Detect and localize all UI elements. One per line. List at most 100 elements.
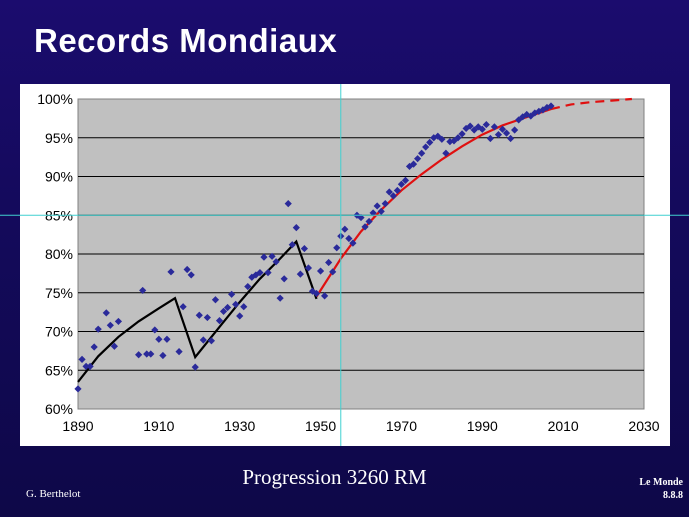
record-point — [349, 239, 357, 247]
record-point — [494, 131, 503, 139]
record-point — [236, 312, 244, 320]
record-point — [397, 180, 406, 188]
record-point — [438, 135, 446, 143]
record-point — [401, 176, 410, 184]
x-tick-label: 2010 — [548, 418, 579, 434]
record-point — [385, 188, 393, 196]
record-point — [244, 282, 252, 291]
record-point — [163, 335, 171, 343]
record-point — [478, 125, 486, 133]
record-point — [159, 351, 167, 360]
y-tick-label: 80% — [45, 246, 73, 262]
y-tick-label: 100% — [37, 91, 73, 107]
record-point — [284, 200, 292, 208]
record-point — [490, 123, 499, 131]
record-point — [187, 271, 195, 279]
record-point — [341, 225, 349, 233]
chart-caption: Progression 3260 RM — [242, 465, 427, 489]
record-point — [304, 264, 313, 272]
record-point — [272, 258, 280, 266]
modern-fit-curve — [315, 108, 552, 298]
record-point — [482, 120, 490, 129]
record-point — [147, 350, 155, 358]
record-point — [462, 124, 470, 133]
record-point — [369, 209, 377, 217]
record-point — [228, 290, 236, 298]
record-point — [333, 244, 341, 252]
record-point — [381, 200, 389, 208]
record-point — [151, 326, 159, 334]
record-point — [143, 350, 151, 358]
record-point — [442, 149, 450, 157]
record-point — [539, 106, 547, 114]
record-point — [531, 109, 539, 117]
y-tick-label: 75% — [45, 285, 73, 301]
y-tick-label: 60% — [45, 401, 73, 417]
record-point — [300, 244, 308, 253]
record-point — [502, 129, 511, 137]
record-point — [292, 224, 300, 232]
record-point — [232, 300, 240, 308]
record-point — [288, 241, 296, 249]
chart-frame: 60% 65% 70% 75% 80% 85% 90% 95% 100% 1890 1910 193… — [20, 84, 670, 446]
source-date: 8.8.8 — [663, 490, 683, 501]
record-point — [466, 122, 474, 130]
record-point — [175, 348, 183, 356]
fit-curves — [77, 97, 632, 383]
record-point — [94, 325, 102, 333]
record-point — [207, 337, 216, 345]
x-tick-label: 2030 — [628, 418, 659, 434]
record-point — [515, 116, 523, 124]
record-point — [389, 192, 397, 200]
x-axis-labels: 1890 1910 1930 1950 1970 1990 2010 2030 — [62, 418, 659, 434]
x-tick-label: 1970 — [386, 418, 417, 434]
record-point — [409, 160, 418, 168]
record-point — [296, 270, 304, 278]
slide-title: Records Mondiaux — [34, 22, 338, 59]
record-point — [155, 335, 163, 343]
record-point — [377, 207, 385, 215]
record-point — [203, 313, 211, 322]
record-point — [393, 186, 401, 195]
record-point — [114, 317, 123, 326]
record-point — [357, 213, 365, 222]
x-tick-label: 1890 — [62, 418, 93, 434]
record-point — [86, 362, 94, 370]
record-point — [78, 355, 86, 363]
record-point — [110, 342, 118, 350]
record-point — [74, 385, 82, 393]
record-point — [191, 363, 199, 371]
record-point — [316, 267, 325, 275]
y-axis-labels: 60% 65% 70% 75% 80% 85% 90% 95% 100% — [37, 91, 73, 417]
record-point — [361, 223, 369, 231]
record-point — [240, 303, 248, 311]
record-point — [276, 294, 284, 302]
record-point — [422, 143, 430, 151]
x-tick-label: 1930 — [224, 418, 255, 434]
historical-fit-curve — [77, 239, 318, 383]
world-records-chart: 60% 65% 70% 75% 80% 85% 90% 95% 100% 1890 1910 193… — [37, 91, 660, 434]
record-point — [280, 275, 288, 283]
record-point — [345, 234, 353, 243]
record-point — [90, 343, 98, 351]
source-credit: Le Monde 8.8.8 — [639, 476, 683, 502]
record-point — [329, 268, 337, 276]
record-point — [519, 113, 527, 121]
x-tick-label: 1990 — [467, 418, 498, 434]
record-point — [498, 125, 507, 133]
y-tick-label: 95% — [45, 130, 73, 146]
record-point — [418, 149, 426, 157]
record-point — [325, 258, 333, 267]
record-point — [523, 110, 531, 119]
source-name: Le Monde — [639, 477, 683, 488]
record-point — [135, 351, 143, 359]
x-tick-label: 1910 — [143, 418, 174, 434]
y-tick-label: 90% — [45, 169, 73, 185]
record-point — [458, 130, 466, 138]
projection-curve — [550, 97, 632, 111]
x-tick-label: 1950 — [305, 418, 336, 434]
record-point — [547, 102, 555, 110]
record-point — [527, 112, 535, 120]
record-point — [486, 134, 494, 143]
record-point — [373, 202, 381, 210]
